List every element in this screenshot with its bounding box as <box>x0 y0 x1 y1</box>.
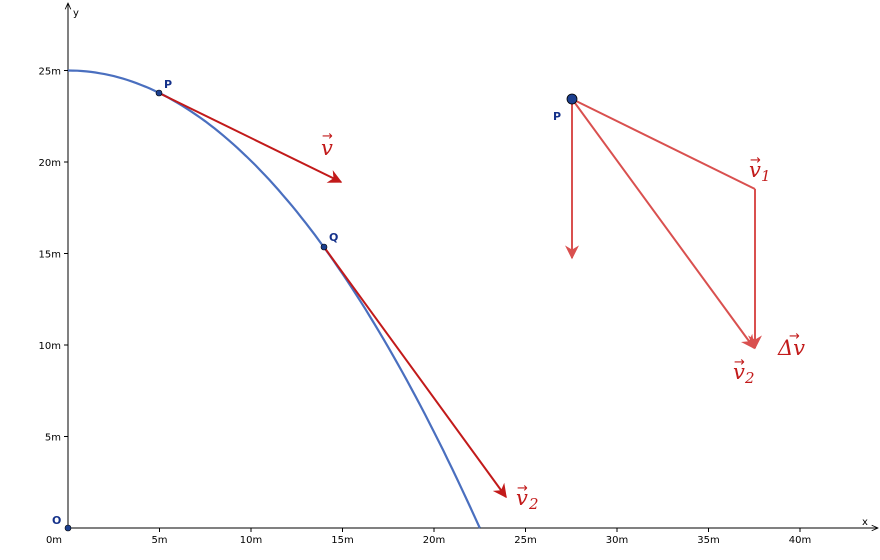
y-axis-label: y <box>73 8 79 19</box>
point-q <box>320 243 328 251</box>
vector-v2 <box>571 98 755 350</box>
svg-text:Δv: Δv <box>777 336 805 360</box>
origin-label: O <box>52 514 61 527</box>
svg-text:v: v <box>749 158 761 182</box>
svg-text:v: v <box>733 360 745 384</box>
x-tick-label: 15m <box>331 535 353 546</box>
svg-text:2: 2 <box>744 369 755 387</box>
y-tick-label: 5m <box>45 433 61 444</box>
y-axis-ticks: 5m 10m 15m 20m 25m <box>39 67 68 444</box>
y-tick-label: 20m <box>39 158 61 169</box>
svg-text:v: v <box>321 136 333 160</box>
label-v2-right: → v 2 <box>733 355 755 387</box>
y-tick-label: 25m <box>39 67 61 78</box>
x-tick-label: 5m <box>151 535 167 546</box>
x-axis-label: x <box>862 517 868 528</box>
vector-v1 <box>571 98 756 190</box>
y-tick-label: 10m <box>39 341 61 352</box>
svg-text:v: v <box>516 486 528 510</box>
svg-text:→: → <box>734 355 745 370</box>
label-delta-v: → Δv <box>777 329 805 360</box>
label-v2-left: → v 2 <box>516 481 539 513</box>
origin-point <box>64 524 72 532</box>
point-q-label: Q <box>329 231 338 244</box>
point-p <box>155 89 163 97</box>
y-tick-label: 15m <box>39 250 61 261</box>
x-tick-label: 0m <box>46 535 62 546</box>
velocity-vector-v <box>158 92 343 183</box>
x-tick-label: 20m <box>423 535 445 546</box>
point-p-right <box>566 93 578 105</box>
x-tick-label: 25m <box>514 535 536 546</box>
point-p-label: P <box>164 78 172 91</box>
x-tick-label: 10m <box>240 535 262 546</box>
svg-text:→: → <box>789 329 800 344</box>
svg-text:→: → <box>322 129 333 144</box>
svg-text:→: → <box>750 153 761 168</box>
trajectory-curve <box>67 69 481 529</box>
x-axis-ticks: 0m 5m 10m 15m 20m 25m 30m 35m 40m <box>46 528 811 546</box>
x-tick-label: 35m <box>697 535 719 546</box>
svg-text:→: → <box>517 481 528 496</box>
velocity-vector-v2 <box>323 246 507 499</box>
x-tick-label: 40m <box>789 535 811 546</box>
point-p-right-label: P <box>553 110 561 123</box>
x-tick-label: 30m <box>606 535 628 546</box>
svg-text:2: 2 <box>528 495 539 513</box>
label-v: → v <box>321 129 333 160</box>
svg-text:1: 1 <box>761 167 771 185</box>
label-v1: → v 1 <box>749 153 771 185</box>
